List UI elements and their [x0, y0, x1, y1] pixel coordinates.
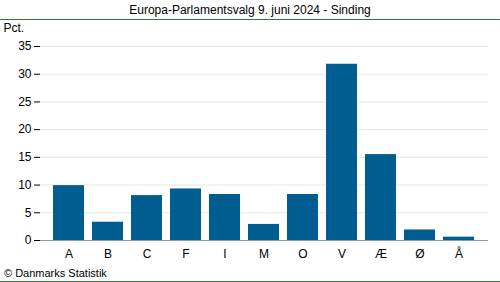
svg-text:10: 10	[18, 178, 32, 192]
svg-text:C: C	[143, 247, 152, 261]
svg-text:I: I	[223, 247, 226, 261]
svg-text:Ø: Ø	[415, 247, 424, 261]
svg-text:25: 25	[18, 95, 32, 109]
svg-text:M: M	[259, 247, 269, 261]
svg-text:35: 35	[18, 39, 32, 53]
svg-text:5: 5	[25, 206, 32, 220]
svg-text:V: V	[338, 247, 346, 261]
svg-text:30: 30	[18, 67, 32, 81]
svg-text:Æ: Æ	[375, 247, 387, 261]
svg-text:20: 20	[18, 122, 32, 136]
html-text:© Danmarks Statistik: © Danmarks Statistik	[4, 267, 107, 279]
svg-text:B: B	[104, 247, 112, 261]
svg-text:O: O	[298, 247, 307, 261]
svg-text:A: A	[65, 247, 73, 261]
svg-text:Å: Å	[455, 246, 463, 261]
svg-text:0: 0	[25, 233, 32, 247]
svg-text:15: 15	[18, 150, 32, 164]
svg-text:Pct.: Pct.	[4, 21, 25, 35]
html-text:Europa-Parlamentsvalg 9. juni: Europa-Parlamentsvalg 9. juni 2024 - Sin…	[129, 3, 371, 17]
svg-text:F: F	[182, 247, 189, 261]
